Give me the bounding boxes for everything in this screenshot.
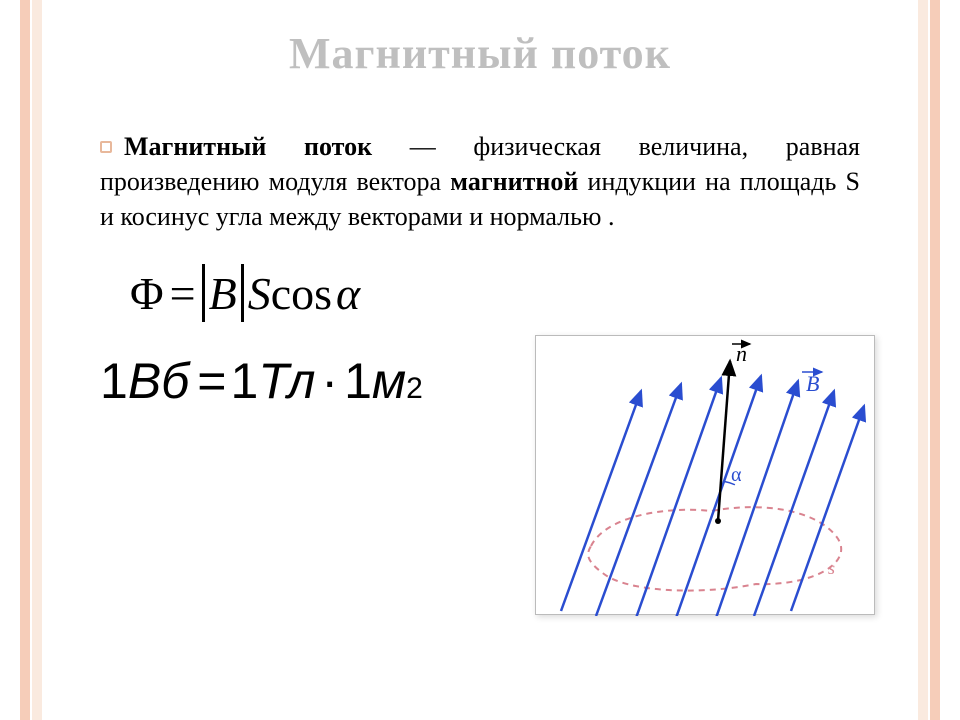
f1-alpha: α [336, 267, 360, 320]
f2-dot: · [321, 352, 338, 410]
diagram-magnetic-flux: nBαs [535, 335, 875, 615]
f2-1a: 1 [100, 352, 128, 410]
f1-absbar-l [202, 264, 205, 322]
decor-stripe-right-outer [930, 0, 940, 720]
decor-stripe-left-inner [32, 0, 42, 720]
formula-flux: Φ = B S cos α [130, 264, 900, 322]
f2-eq: = [197, 352, 226, 410]
bullet-icon [100, 141, 112, 153]
slide-content: Магнитный поток Магнитный поток — физиче… [60, 0, 900, 720]
f1-cos: cos [271, 267, 332, 320]
svg-text:s: s [828, 558, 835, 578]
f1-eq: = [170, 267, 196, 320]
f2-tl: Тл [258, 352, 315, 410]
svg-text:α: α [731, 464, 742, 486]
slide-title: Магнитный поток [60, 28, 900, 79]
decor-stripe-right-inner [918, 0, 928, 720]
definition-paragraph: Магнитный поток — физическая величина, р… [100, 129, 860, 234]
term-bold-1: Магнитный поток [124, 132, 372, 161]
f1-absbar-r [241, 264, 244, 322]
decor-stripe-left-outer [20, 0, 30, 720]
f1-phi: Φ [130, 267, 164, 320]
f1-S: S [248, 267, 271, 320]
diagram-svg: nBαs [536, 336, 876, 616]
f2-m: м [372, 352, 406, 410]
svg-text:B: B [806, 371, 819, 396]
term-bold-2: магнитной [450, 167, 578, 196]
f2-1c: 1 [344, 352, 372, 410]
f2-wb: Вб [128, 352, 189, 410]
f1-B: B [209, 267, 237, 320]
f2-sup2: 2 [406, 372, 423, 406]
f2-1b: 1 [231, 352, 259, 410]
